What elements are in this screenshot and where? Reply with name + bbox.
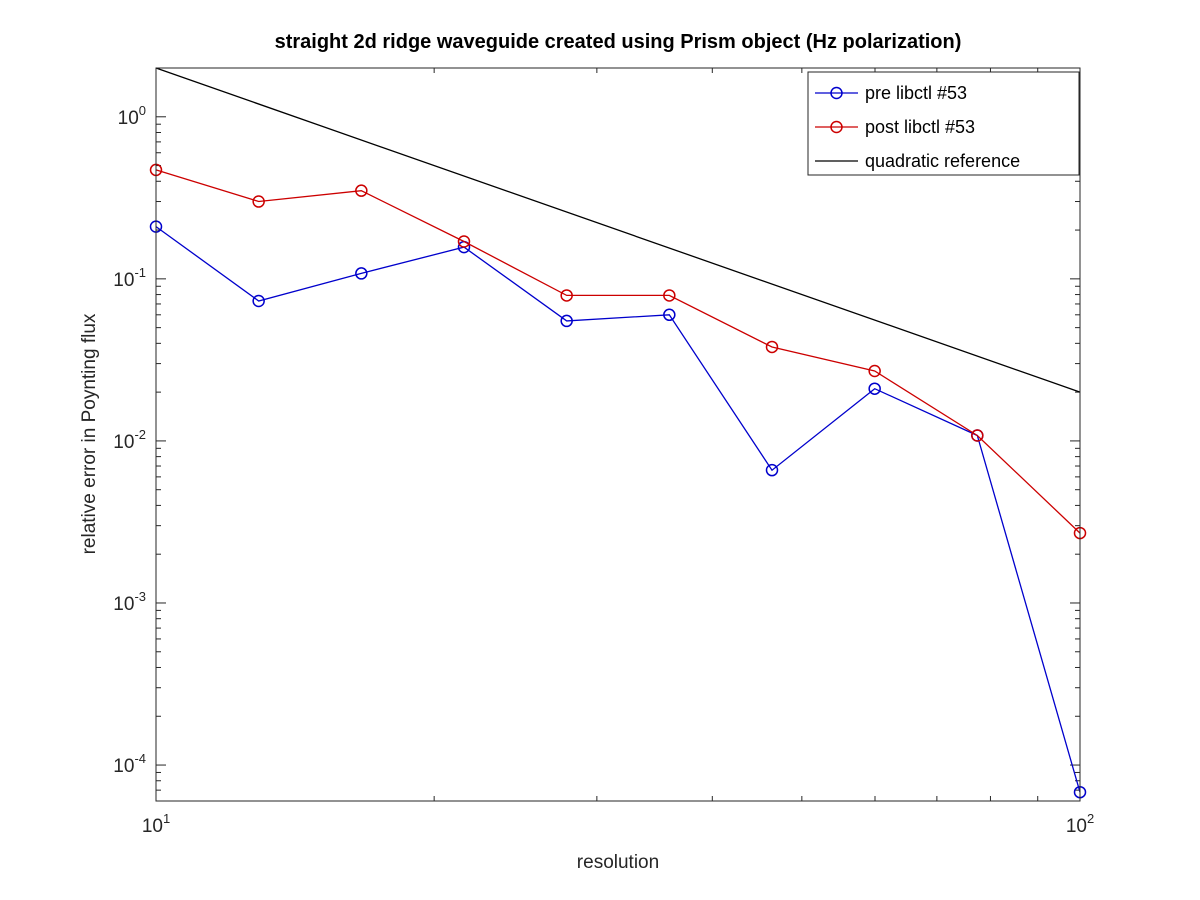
data-point-post-libctl-53 xyxy=(663,289,676,302)
axes-box xyxy=(155,67,1081,802)
data-point-pre-libctl-53 xyxy=(663,308,676,322)
data-point-pre-libctl-53 xyxy=(252,294,265,308)
data-point-post-libctl-53 xyxy=(868,364,881,378)
data-point-pre-libctl-53 xyxy=(765,463,779,477)
legend-label-post-libctl-53: post libctl #53 xyxy=(865,117,975,137)
x-tick-labels: 101 102 xyxy=(142,811,1094,837)
series-line-post-libctl-53 xyxy=(155,169,1081,534)
data-point-pre-libctl-53 xyxy=(560,314,573,328)
y-tick-label: 10-4 xyxy=(113,751,146,777)
x-axis-label: resolution xyxy=(577,852,659,873)
data-point-post-libctl-53 xyxy=(971,429,984,442)
data-point-pre-libctl-53 xyxy=(868,382,881,395)
data-point-post-libctl-53 xyxy=(560,289,573,302)
y-tick-label: 10-3 xyxy=(113,589,146,615)
legend: pre libctl #53 post libctl #53 quadratic r… xyxy=(807,71,1080,176)
legend-label-quadratic-reference: quadratic reference xyxy=(865,151,1020,171)
y-tick-label: 100 xyxy=(118,103,146,129)
x-tick-label: 102 xyxy=(1066,811,1094,837)
legend-label-pre-libctl-53: pre libctl #53 xyxy=(865,83,967,103)
data-point-post-libctl-53 xyxy=(252,195,265,208)
data-point-post-libctl-53 xyxy=(457,235,471,248)
series-line-quadratic-reference xyxy=(155,67,1081,393)
plot-area xyxy=(156,68,1080,801)
legend-box xyxy=(807,71,1080,176)
chart-title: straight 2d ridge waveguide created usin… xyxy=(275,31,962,53)
y-tick-labels: 10-4 10-3 10-2 10-1 100 xyxy=(113,103,146,777)
y-axis-label: relative error in Poynting flux xyxy=(79,313,100,554)
data-point-pre-libctl-53 xyxy=(355,267,368,280)
series-line-pre-libctl-53 xyxy=(155,226,1081,793)
legend-marker-pre-libctl-53 xyxy=(830,86,843,100)
data-point-post-libctl-53 xyxy=(765,340,779,354)
x-tick-label: 101 xyxy=(142,811,170,837)
data-point-post-libctl-53 xyxy=(355,184,368,197)
y-tick-label: 10-2 xyxy=(113,427,146,453)
legend-marker-post-libctl-53 xyxy=(830,120,843,134)
y-tick-label: 10-1 xyxy=(113,265,146,291)
